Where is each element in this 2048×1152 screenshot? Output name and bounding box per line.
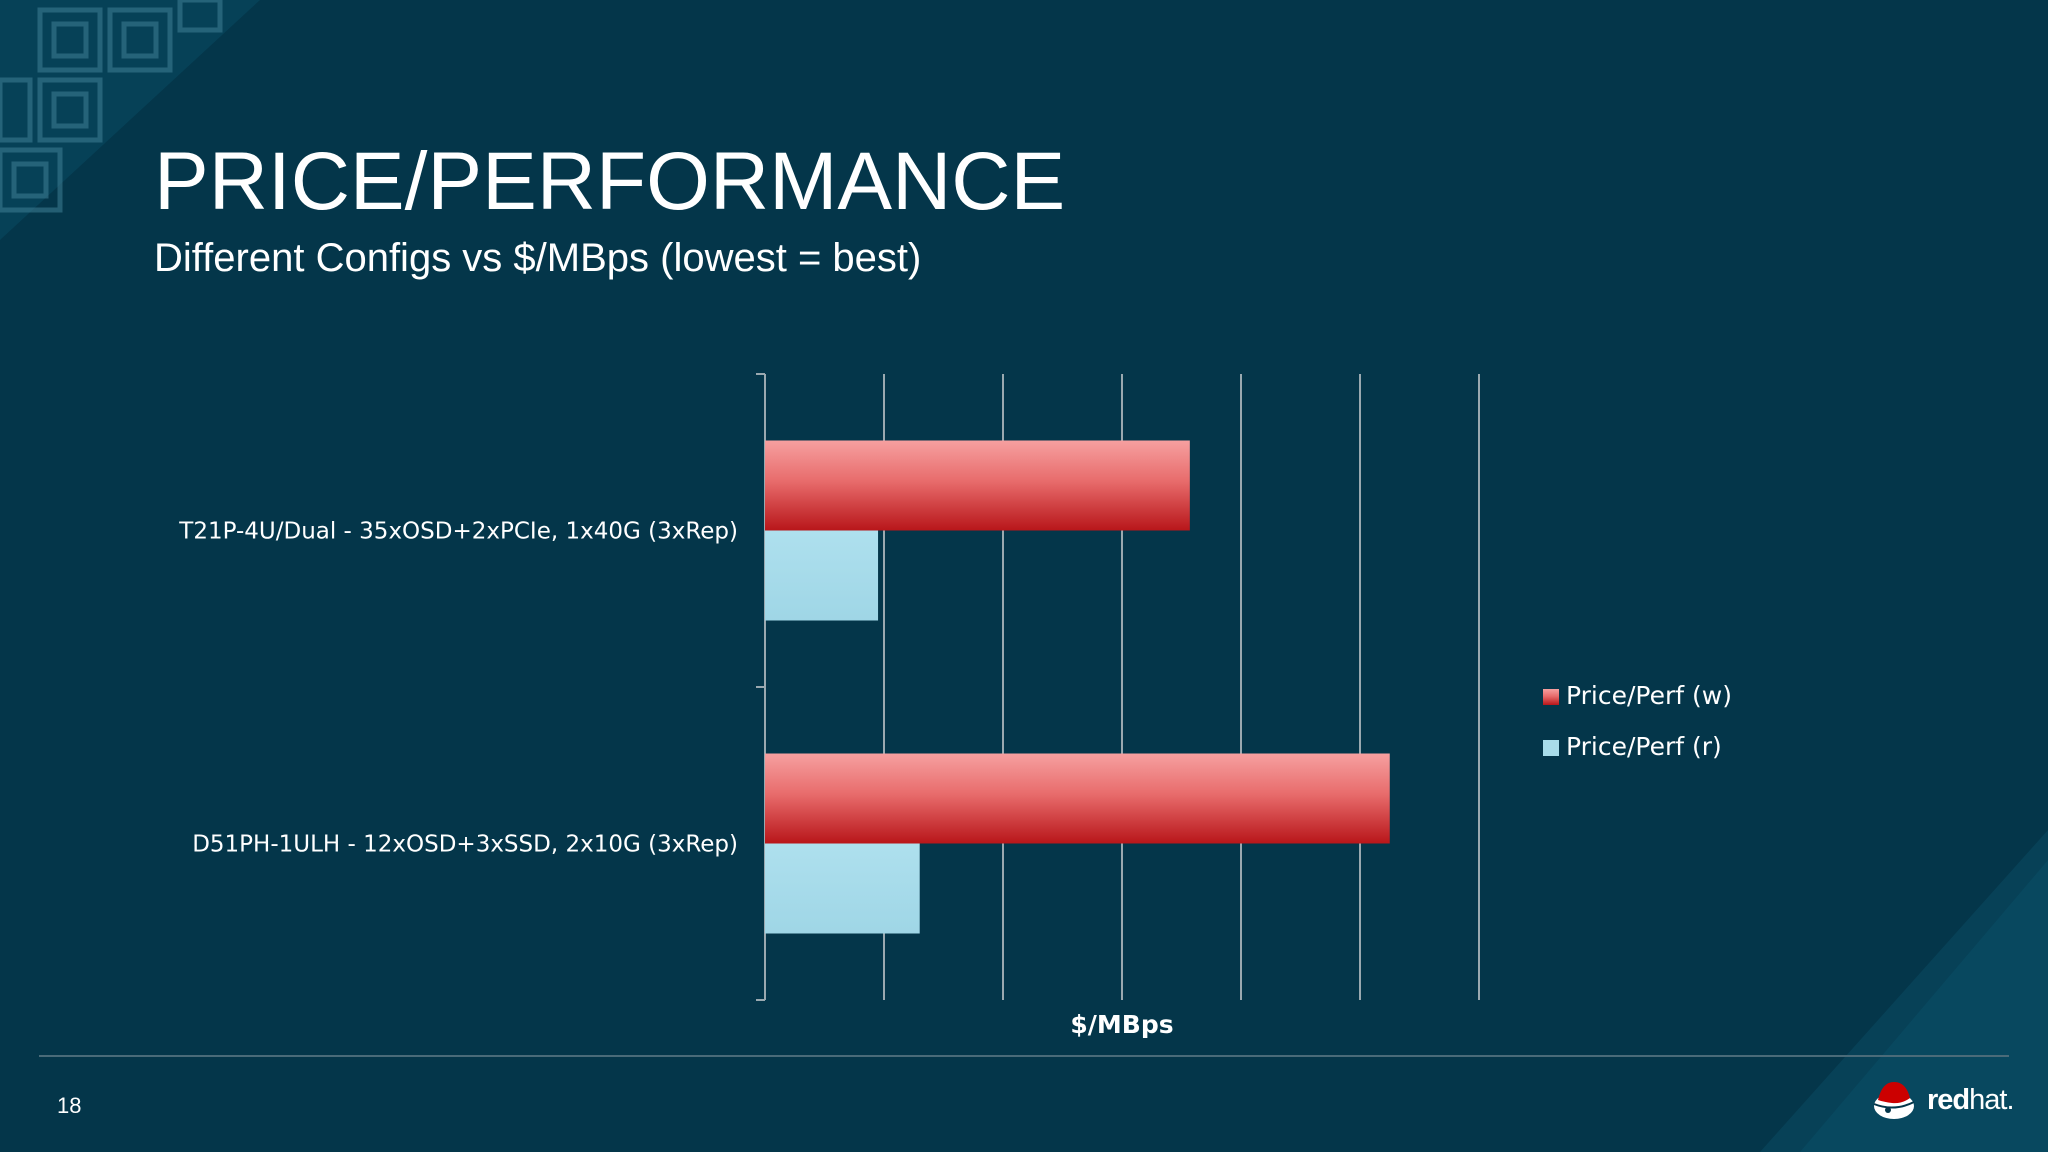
- legend-swatch-write: [1543, 689, 1559, 705]
- bar-write-2: [765, 753, 1390, 844]
- corner-pattern-decoration: [0, 0, 260, 240]
- footer-divider: [39, 1055, 2009, 1057]
- category-label: T21P-4U/Dual - 35xOSD+2xPCIe, 1x40G (3xR…: [178, 519, 738, 545]
- category-label: D51PH-1ULH - 12xOSD+3xSSD, 2x10G (3xRep): [192, 832, 738, 858]
- slide-title: PRICE/PERFORMANCE: [154, 136, 1066, 227]
- logo-word-light: hat.: [1969, 1084, 2014, 1116]
- redhat-wordmark: redhat.: [1927, 1084, 2015, 1117]
- legend-swatch-read: [1543, 740, 1559, 756]
- page-number: 18: [57, 1093, 82, 1118]
- bar-read-1: [765, 530, 879, 621]
- legend-label-read: Price/Perf (r): [1566, 732, 1722, 761]
- x-axis-title: $/MBps: [1070, 1010, 1173, 1039]
- legend-label-write: Price/Perf (w): [1566, 681, 1732, 710]
- logo-word-bold: red: [1927, 1084, 1970, 1116]
- bar-read-2: [765, 843, 920, 934]
- bar-write-1: [765, 440, 1190, 531]
- redhat-logo: [1873, 1082, 1915, 1119]
- slide-subtitle: Different Configs vs $/MBps (lowest = be…: [154, 236, 922, 280]
